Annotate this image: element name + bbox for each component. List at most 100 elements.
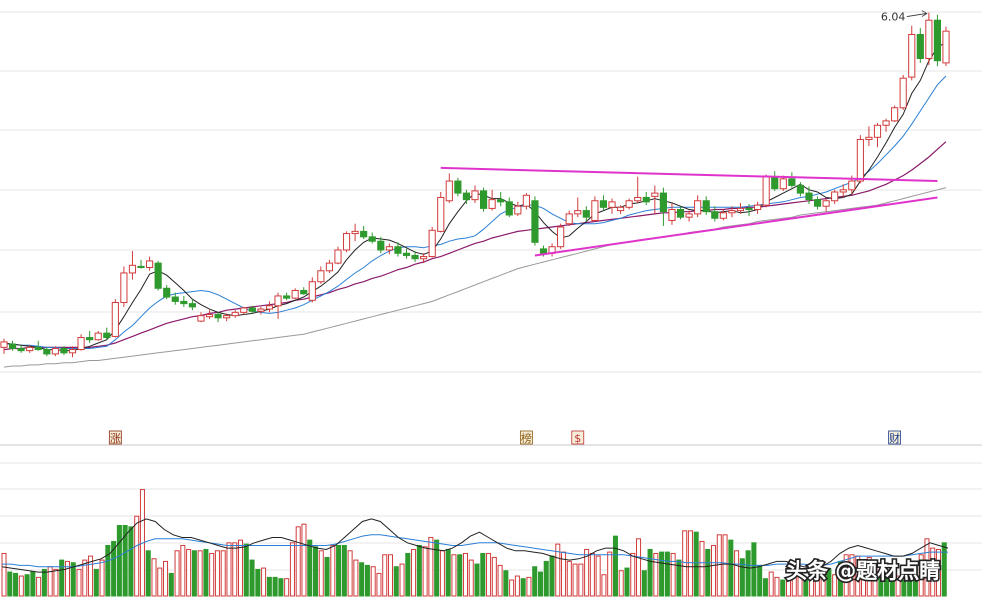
candle-body xyxy=(137,265,145,268)
volume-bar xyxy=(266,576,272,597)
volume-bar xyxy=(924,538,930,597)
candle-body xyxy=(445,180,453,202)
volume-bar xyxy=(739,558,745,597)
volume-bar xyxy=(226,542,232,597)
volume-bar xyxy=(549,555,555,597)
volume-bar xyxy=(261,567,267,597)
volume-bar xyxy=(751,542,757,597)
candle-body xyxy=(197,315,205,322)
volume-bar xyxy=(116,525,122,597)
candle-body xyxy=(214,314,222,319)
volume-bar xyxy=(359,562,365,597)
candle-body xyxy=(754,204,762,211)
volume-bar xyxy=(509,579,515,597)
candle-body xyxy=(437,196,445,232)
volume-bar xyxy=(918,554,924,597)
volume-bar xyxy=(699,540,705,597)
volume-bar xyxy=(780,579,786,597)
volume-bar xyxy=(907,580,913,597)
candle-body xyxy=(265,305,274,310)
volume-bar xyxy=(214,550,220,597)
candle-body xyxy=(334,249,342,264)
volume-bar xyxy=(878,576,884,597)
volume-bar xyxy=(243,543,249,597)
volume-bar xyxy=(163,560,169,597)
volume-bar xyxy=(503,570,509,597)
candle-body xyxy=(719,212,727,219)
volume-bar xyxy=(30,571,36,597)
event-marker-label: $ xyxy=(574,432,581,445)
candle-body xyxy=(0,341,8,348)
candle-body xyxy=(831,191,839,202)
volume-bar xyxy=(364,564,370,597)
volume-bar xyxy=(682,530,688,597)
volume-bar xyxy=(757,564,763,597)
candle-body xyxy=(539,248,548,254)
candle-body xyxy=(608,201,616,208)
event-marker-label: 财 xyxy=(889,431,900,445)
volume-bar xyxy=(105,544,111,597)
volume-bar xyxy=(301,523,307,597)
volume-bar xyxy=(555,543,561,597)
candle-body xyxy=(574,210,582,215)
volume-bar xyxy=(324,556,330,597)
volume-bar xyxy=(7,571,13,597)
candle-body xyxy=(659,192,667,213)
candle-body xyxy=(634,196,642,202)
moving-average-lines xyxy=(3,41,947,368)
volume-bar xyxy=(64,560,70,597)
event-marker: $ xyxy=(571,430,585,445)
candle-body xyxy=(813,199,822,207)
volume-bar xyxy=(295,526,301,597)
candle-body xyxy=(882,120,890,126)
volume-bar xyxy=(278,578,284,597)
candle-body xyxy=(248,307,256,312)
volume-bar xyxy=(382,554,388,597)
volume-bar xyxy=(843,554,849,597)
candle-body xyxy=(796,184,805,194)
candle-body xyxy=(668,209,676,221)
volume-bar xyxy=(336,544,342,597)
candle-body xyxy=(68,349,77,354)
volume-bar xyxy=(445,548,451,597)
volume-bar xyxy=(134,515,140,597)
volume-bar xyxy=(1,552,7,597)
candle-body xyxy=(771,176,779,190)
candle-body xyxy=(514,205,522,215)
candle-body xyxy=(651,192,659,197)
candle-body xyxy=(103,332,111,339)
volume-bar xyxy=(59,559,65,597)
volume-bar xyxy=(670,552,676,597)
candle-body xyxy=(8,343,17,349)
volume-bar xyxy=(728,539,734,597)
candle-body xyxy=(205,314,214,318)
volume-bar xyxy=(36,576,42,597)
volume-bar xyxy=(722,534,728,597)
candle-body xyxy=(908,33,916,78)
volume-bar xyxy=(289,542,295,597)
volume-bar xyxy=(653,552,659,597)
candle-body xyxy=(402,252,411,256)
volume-bar xyxy=(428,536,434,597)
candle-body xyxy=(762,176,770,206)
candle-body xyxy=(479,190,488,209)
volume-bar xyxy=(284,578,290,597)
volume-bar xyxy=(520,578,526,597)
candle-body xyxy=(736,207,745,212)
candle-body xyxy=(163,287,171,298)
candle-body xyxy=(26,346,34,352)
candle-body xyxy=(462,192,471,201)
candle-body xyxy=(745,207,753,211)
candle-body xyxy=(154,262,162,289)
volume-bar xyxy=(191,550,197,597)
volume-bar xyxy=(312,546,319,597)
event-markers: 涨 榜 $ 财 xyxy=(108,430,902,445)
volume-bar xyxy=(439,550,445,597)
volume-bar xyxy=(18,575,24,597)
candle-body xyxy=(257,308,265,312)
price-panel: 6.04 xyxy=(0,10,982,373)
volume-bar xyxy=(111,540,117,597)
volume-bar xyxy=(624,567,630,597)
volume-bar xyxy=(595,555,601,597)
candle-body xyxy=(728,210,736,214)
